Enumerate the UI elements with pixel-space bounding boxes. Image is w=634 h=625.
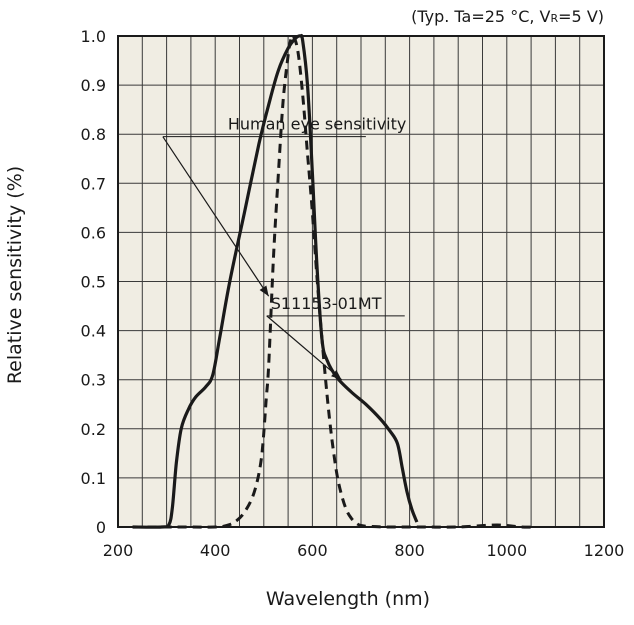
annotation-label-s11153: S11153-01MT [271,294,382,313]
annotation-arrowhead [259,285,269,297]
annotation-leader [266,315,342,381]
tick-labels: 200 400 600 800 1000 1200 0 0.1 0.2 0.3 0.4 0.5 0.6 0… [81,27,625,560]
plot-frame [117,35,605,528]
annotation-arrowhead [331,370,342,380]
series-layer [132,33,537,529]
y-tick-label: 0.5 [81,273,106,292]
x-tick-label: 800 [394,541,425,560]
y-tick-label: 0 [96,518,106,537]
y-tick-label: 0.1 [81,469,106,488]
x-tick-label: 400 [200,541,231,560]
series-line-human-eye [132,34,537,529]
x-axis-title: Wavelength (nm) [266,588,430,610]
y-tick-label: 0.9 [81,76,106,95]
y-tick-label: 1.0 [81,27,106,46]
x-tick-label: 200 [103,541,134,560]
y-axis-title: Relative sensitivity (%) [4,166,26,384]
y-tick-label: 0.4 [81,322,106,341]
annotation-layer: Human eye sensitivity S11153-01MT [162,115,407,381]
y-tick-label: 0.2 [81,420,106,439]
y-tick-label: 0.8 [81,125,106,144]
conditions-note: (Typ. Ta=25 °C, VR=5 V) [411,7,604,26]
y-tick-label: 0.3 [81,371,106,390]
annotation-leader [162,136,270,297]
x-tick-label: 600 [297,541,328,560]
y-tick-label: 0.7 [81,174,106,193]
x-tick-label: 1200 [584,541,625,560]
x-tick-label: 1000 [486,541,527,560]
grid-lines [118,36,604,527]
annotation-label-human-eye: Human eye sensitivity [228,115,407,134]
y-tick-label: 0.6 [81,223,106,242]
